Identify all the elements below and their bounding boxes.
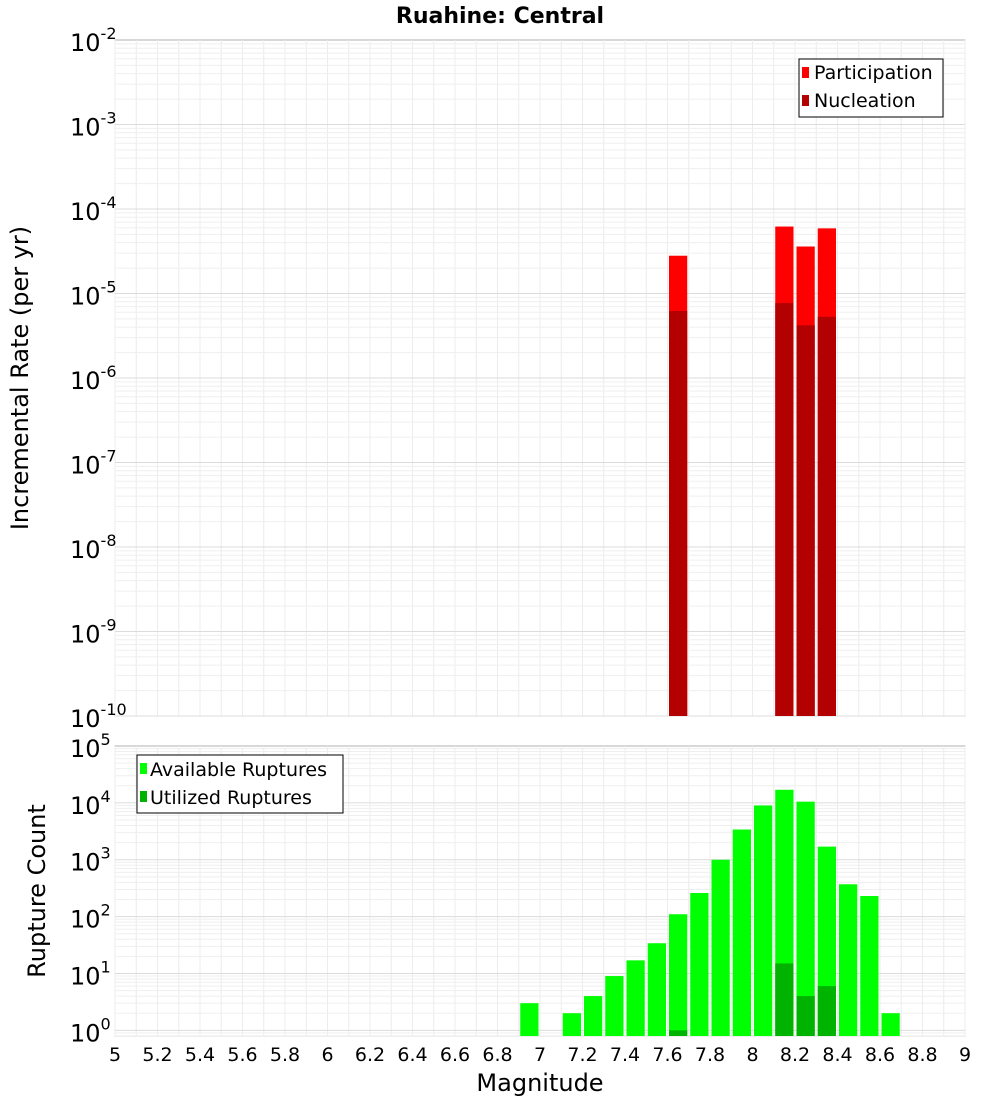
bar-available-ruptures: [520, 1003, 539, 1036]
bottom-bars: [520, 789, 900, 1036]
legend-swatch-participation: [802, 67, 809, 78]
top-y-tick-label: 10-5: [70, 278, 117, 311]
top-y-tick-label: 10-6: [70, 362, 117, 395]
x-tick-label: 6.2: [355, 1044, 385, 1066]
bar-available-ruptures: [690, 892, 709, 1036]
x-tick-label: 6.4: [397, 1044, 427, 1066]
legend-swatch-available: [140, 763, 147, 774]
x-tick-label: 7.2: [567, 1044, 597, 1066]
legend-label-available: Available Ruptures: [150, 759, 327, 781]
top-y-tick-label: 10-9: [70, 616, 117, 649]
bottom-legend: Available Ruptures Utilized Ruptures: [136, 754, 344, 814]
x-axis-label: Magnitude: [476, 1069, 603, 1097]
bottom-y-axis-label: Rupture Count: [23, 804, 51, 978]
bar-available-ruptures: [605, 976, 624, 1036]
bar-utilized-ruptures: [669, 1030, 688, 1036]
top-y-tick-label: 10-2: [70, 24, 117, 57]
bar-utilized-ruptures: [775, 963, 794, 1036]
x-tick-label: 8.2: [780, 1044, 810, 1066]
x-tick-label: 9: [959, 1044, 971, 1066]
top-y-tick-label: 10-8: [70, 531, 117, 564]
x-tick-label: 7.6: [652, 1044, 682, 1066]
top-y-axis-label: Incremental Rate (per yr): [6, 226, 34, 530]
bar-available-ruptures: [669, 914, 688, 1036]
bar-available-ruptures: [584, 996, 603, 1036]
legend-swatch-nucleation: [802, 95, 809, 106]
bottom-y-tick-label: 102: [70, 901, 111, 934]
bottom-y-tick-labels: 100 101 102 103 104 105: [70, 730, 111, 1047]
top-y-tick-label: 10-10: [70, 700, 127, 733]
x-tick-label: 6: [321, 1044, 333, 1066]
bar-nucleation: [817, 316, 836, 716]
bar-utilized-ruptures: [796, 996, 815, 1036]
legend-label-nucleation: Nucleation: [814, 90, 916, 112]
bar-available-ruptures: [796, 801, 815, 1036]
bar-available-ruptures: [732, 829, 751, 1036]
bar-available-ruptures: [562, 1013, 581, 1036]
legend-swatch-utilized: [140, 791, 147, 802]
bar-nucleation: [669, 311, 688, 716]
bar-available-ruptures: [711, 859, 730, 1036]
legend-label-utilized: Utilized Ruptures: [150, 787, 312, 809]
bar-available-ruptures: [881, 1013, 900, 1036]
x-tick-label: 5.6: [227, 1044, 257, 1066]
top-gridlines: [114, 40, 966, 717]
bar-utilized-ruptures: [817, 986, 836, 1036]
top-panel: 10-10 10-9 10-8 10-7 10-6 10-5 10-4 10-3 10-2 In…: [6, 24, 966, 733]
x-tick-label: 6.6: [440, 1044, 470, 1066]
x-tick-label: 5.2: [142, 1044, 172, 1066]
x-tick-label: 8.8: [907, 1044, 937, 1066]
top-legend: Participation Nucleation: [798, 58, 944, 118]
top-y-tick-label: 10-4: [70, 193, 117, 226]
chart-title: Ruahine: Central: [396, 4, 604, 29]
bar-available-ruptures: [647, 943, 666, 1036]
x-tick-label: 5: [109, 1044, 121, 1066]
bar-available-ruptures: [839, 884, 858, 1036]
legend-label-participation: Participation: [814, 62, 933, 84]
top-y-tick-label: 10-3: [70, 109, 117, 142]
x-tick-label: 6.8: [482, 1044, 512, 1066]
x-tick-labels: 5 5.2 5.4 5.6 5.8 6 6.2 6.4 6.6 6.8 7 7.2 7.4 7.6 7.8 8…: [109, 1044, 971, 1066]
bottom-y-tick-label: 100: [70, 1014, 111, 1047]
top-bars: [669, 226, 836, 716]
x-tick-label: 5.4: [185, 1044, 215, 1066]
x-tick-label: 8.6: [865, 1044, 895, 1066]
bottom-panel: 100 101 102 103 104 105 5 5.2 5.4 5.6 5.8 6 6.2 6.4 6…: [23, 730, 971, 1097]
bar-available-ruptures: [860, 896, 879, 1036]
top-legend-box: [798, 58, 944, 118]
x-tick-label: 7: [534, 1044, 546, 1066]
x-tick-label: 7.8: [695, 1044, 725, 1066]
bottom-y-tick-label: 103: [70, 844, 111, 877]
bar-available-ruptures: [626, 960, 645, 1036]
bar-nucleation: [796, 325, 815, 716]
bar-nucleation: [775, 303, 794, 716]
x-tick-label: 8: [746, 1044, 758, 1066]
x-tick-label: 7.4: [610, 1044, 640, 1066]
bottom-legend-box: [136, 754, 344, 814]
bottom-y-tick-label: 101: [70, 957, 111, 990]
bottom-y-tick-label: 105: [70, 730, 111, 763]
x-tick-label: 5.8: [270, 1044, 300, 1066]
x-tick-label: 8.4: [822, 1044, 852, 1066]
top-y-tick-label: 10-7: [70, 447, 117, 480]
bottom-y-tick-label: 104: [70, 787, 111, 820]
bar-available-ruptures: [754, 805, 773, 1036]
